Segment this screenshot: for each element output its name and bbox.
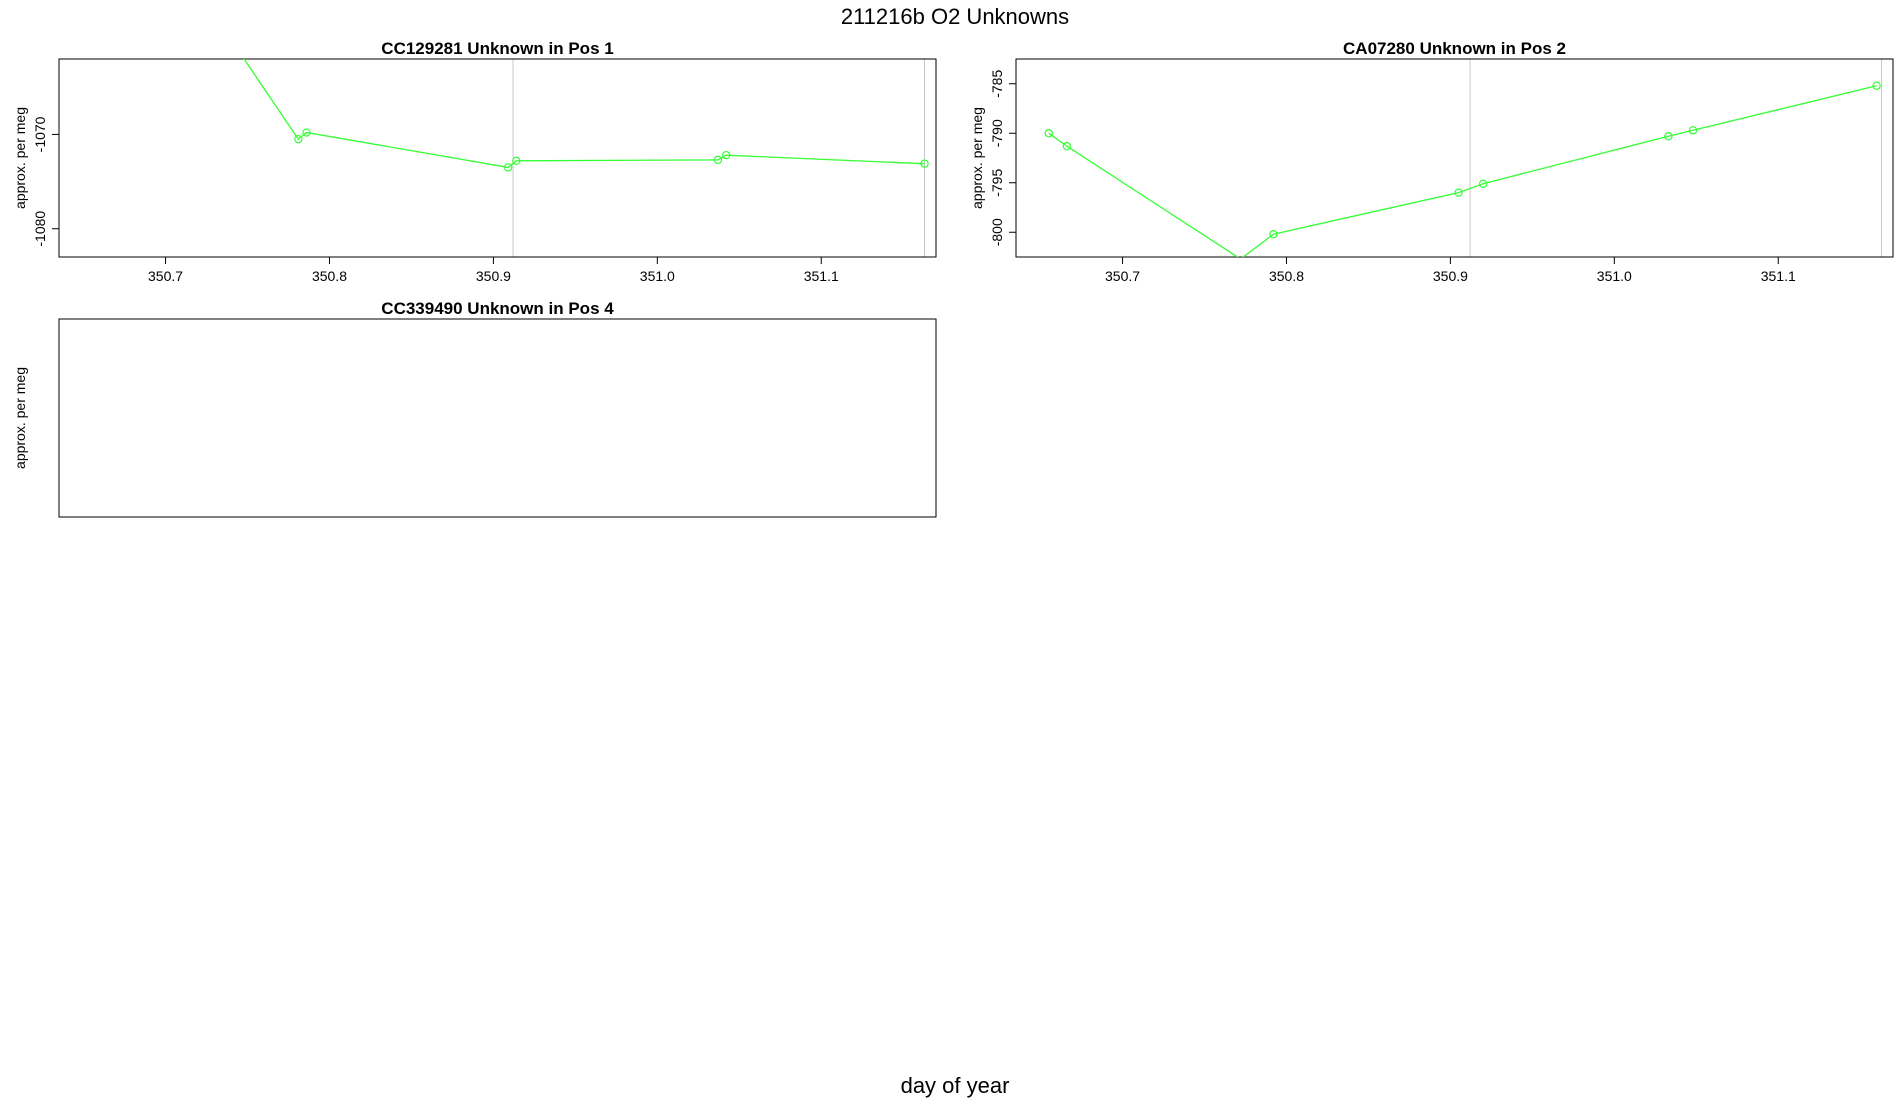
data-point xyxy=(503,163,513,172)
x-tick-label: 351.1 xyxy=(1761,268,1796,284)
data-point xyxy=(512,156,521,166)
series-line xyxy=(243,59,925,169)
figure-title: 211216b O2 Unknowns xyxy=(841,4,1069,29)
data-point xyxy=(1454,188,1463,197)
y-axis-label: approx. per meg xyxy=(12,367,28,469)
x-tick-label: 350.8 xyxy=(1269,268,1304,284)
x-tick-label: 351.0 xyxy=(640,268,675,284)
x-tick-label: 350.9 xyxy=(476,268,511,284)
y-tick-label: -795 xyxy=(989,169,1005,197)
y-tick-label: -1080 xyxy=(32,211,48,247)
x-tick-label: 350.7 xyxy=(148,268,183,284)
y-axis-label: approx. per meg xyxy=(969,107,985,209)
data-point xyxy=(294,134,303,144)
plot-frame xyxy=(1015,58,1894,258)
plot-frame xyxy=(58,58,937,258)
figure-x-axis-label: day of year xyxy=(901,1073,1010,1098)
data-point xyxy=(920,159,929,168)
series-line xyxy=(1048,85,1877,257)
data-point xyxy=(713,155,723,165)
y-axis-label: approx. per meg xyxy=(12,107,28,209)
panel-title: CA07280 Unknown in Pos 2 xyxy=(1343,39,1566,58)
panel-title: CC129281 Unknown in Pos 1 xyxy=(381,39,613,58)
data-point xyxy=(1044,129,1053,138)
y-tick-label: -790 xyxy=(989,119,1005,147)
x-tick-label: 351.0 xyxy=(1597,268,1632,284)
plot-frame xyxy=(58,318,937,518)
data-point xyxy=(1269,230,1278,239)
data-point xyxy=(1478,179,1488,188)
data-point xyxy=(721,150,731,160)
data-point xyxy=(1062,141,1072,151)
chart-panel: CA07280 Unknown in Pos 2 350.7 350.8 350.9 3… xyxy=(969,39,1894,284)
y-tick-label: -785 xyxy=(989,70,1005,98)
data-point xyxy=(1664,132,1673,141)
y-tick-label: -1070 xyxy=(32,116,48,152)
x-tick-label: 350.8 xyxy=(312,268,347,284)
x-tick-label: 351.1 xyxy=(804,268,839,284)
chart-panel: CC339490 Unknown in Pos 4 approx. per meg xyxy=(12,299,937,518)
panel-title: CC339490 Unknown in Pos 4 xyxy=(381,299,614,318)
x-tick-label: 350.9 xyxy=(1433,268,1468,284)
chart-panel: CC129281 Unknown in Pos 1 350.7 350.8 350.9… xyxy=(12,39,937,284)
panels-group: CC129281 Unknown in Pos 1 350.7 350.8 350.9… xyxy=(12,39,1894,518)
x-tick-label: 350.7 xyxy=(1105,268,1140,284)
y-tick-label: -800 xyxy=(989,218,1005,246)
data-point xyxy=(1688,126,1698,135)
data-point xyxy=(1872,81,1881,90)
data-point xyxy=(302,128,311,137)
